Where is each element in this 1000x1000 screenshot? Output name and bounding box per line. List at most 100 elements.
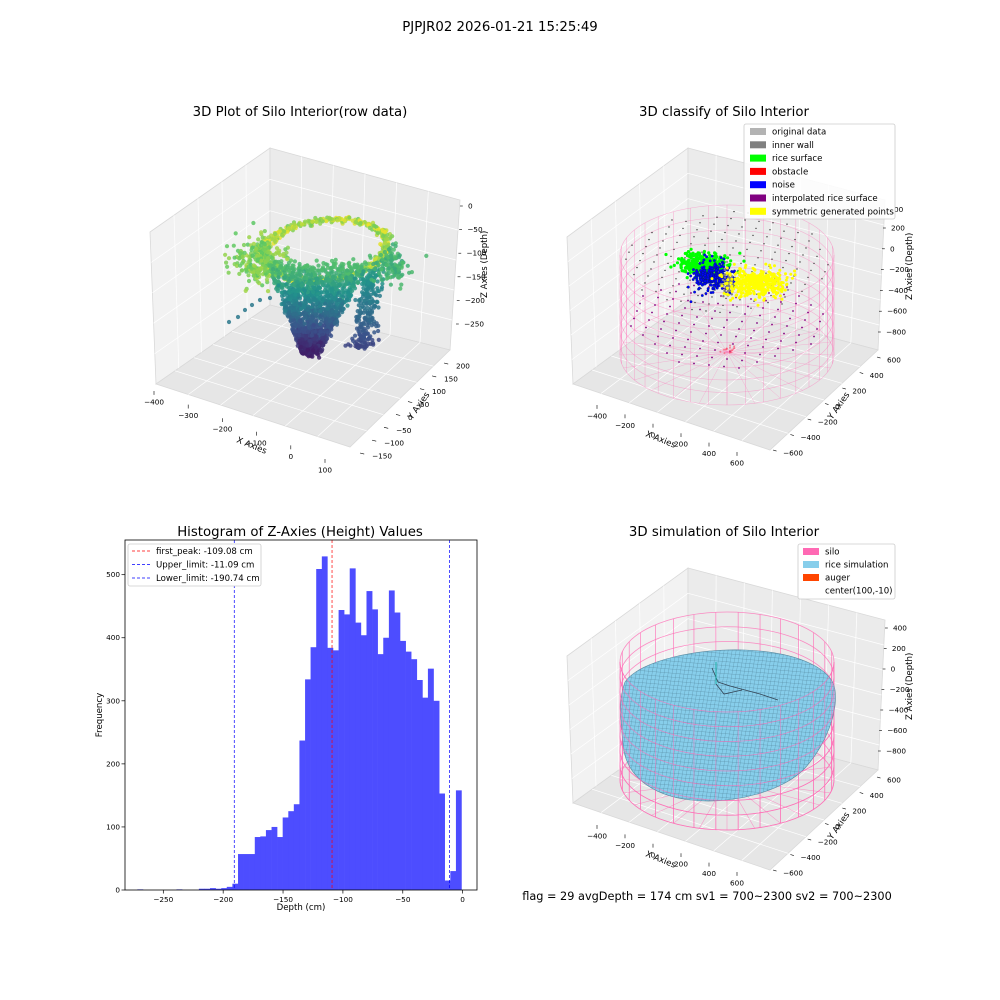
obstacle-point	[729, 344, 731, 347]
interpolated-point	[711, 356, 713, 359]
noise-point	[692, 268, 695, 272]
original-point	[631, 244, 633, 246]
scatter-point	[335, 267, 340, 272]
p1-z-tick-label: −100	[466, 249, 486, 258]
scatter-point	[224, 244, 230, 249]
scatter-point	[273, 251, 278, 256]
scatter-point	[355, 280, 360, 285]
scatter-point	[309, 280, 314, 285]
scatter-point	[257, 297, 263, 303]
original-point	[794, 238, 796, 241]
original-point	[769, 229, 771, 231]
interpolated-point	[759, 314, 761, 317]
scatter-point	[255, 257, 260, 262]
p3-ylabel: Frequency	[95, 693, 105, 737]
p2-grid	[567, 155, 884, 441]
histogram-bar	[355, 622, 362, 890]
x-tick-label: −250	[153, 895, 173, 904]
scatter-point	[345, 297, 350, 302]
scatter-point	[398, 286, 403, 291]
symmetric-point	[738, 287, 742, 290]
scatter-point	[372, 257, 377, 262]
scatter-point	[334, 309, 339, 314]
interpolated-point	[798, 334, 800, 336]
histogram-bar	[321, 556, 328, 890]
original-point	[816, 255, 818, 258]
scatter-point	[323, 301, 328, 306]
grid-line	[285, 334, 391, 427]
scatter-point	[305, 267, 310, 272]
symmetric-point	[719, 273, 723, 277]
original-point	[790, 282, 792, 284]
histogram-bar	[299, 740, 306, 890]
original-point	[697, 294, 699, 297]
noise-point	[708, 259, 712, 263]
rice-surface-point	[694, 252, 698, 257]
silo-spoke	[726, 319, 803, 353]
symmetric-point	[789, 272, 793, 276]
noise-point	[706, 273, 710, 277]
scatter-point	[302, 321, 307, 326]
symmetric-point	[781, 285, 784, 289]
scatter-point	[302, 276, 307, 281]
scatter-point	[351, 257, 356, 262]
histogram-bar	[332, 650, 339, 890]
scatter-point	[280, 293, 285, 298]
scatter-point	[340, 274, 345, 279]
grid-line	[611, 355, 807, 418]
original-point	[705, 310, 707, 312]
silo-spoke	[726, 311, 781, 353]
legend-swatch	[750, 167, 766, 175]
symmetric-point	[767, 282, 771, 286]
original-point	[651, 231, 653, 234]
scatter-point	[352, 265, 357, 270]
scatter-point	[388, 275, 393, 280]
scatter-point	[329, 333, 334, 338]
interpolated-point	[726, 358, 728, 360]
grid-line	[600, 306, 716, 394]
symmetric-point	[726, 278, 730, 282]
original-point	[682, 227, 684, 230]
rice-surface-point	[675, 261, 680, 265]
rice-surface-point	[726, 256, 730, 260]
symmetric-point	[778, 268, 782, 272]
legend-swatch	[803, 574, 819, 581]
interpolated-point	[714, 349, 716, 351]
scatter-point	[380, 234, 385, 239]
scatter-point	[290, 270, 296, 275]
original-point	[827, 264, 829, 266]
scatter-point	[399, 282, 404, 287]
p2-y-tick-mark	[807, 418, 812, 421]
original-point	[729, 254, 731, 256]
scatter-point	[299, 222, 304, 227]
symmetric-point	[728, 272, 732, 276]
interpolated-point	[738, 367, 740, 369]
interpolated-point	[786, 286, 788, 288]
scatter-point	[393, 244, 398, 249]
original-point	[760, 250, 762, 252]
scatter-point	[242, 250, 247, 255]
scatter-point	[283, 274, 288, 279]
legend-swatch	[803, 548, 819, 555]
scatter-point	[316, 263, 321, 268]
original-point	[669, 292, 671, 294]
p4-y-tick-label: 200	[852, 807, 866, 816]
grid-line	[685, 328, 797, 422]
interpolated-point	[681, 353, 683, 356]
scatter-point	[311, 289, 316, 295]
scatter-point	[276, 283, 281, 288]
p1-y-tick-mark	[395, 414, 401, 416]
original-point	[684, 257, 686, 259]
histogram-bar	[377, 654, 384, 890]
histogram-bar	[366, 591, 373, 890]
figure-suptitle: PJPJR02 2026-01-21 15:25:49	[402, 20, 598, 35]
scatter-point	[329, 266, 334, 271]
interpolated-point	[696, 316, 698, 318]
histogram-bar	[344, 614, 351, 890]
scatter-point	[297, 301, 303, 306]
grid-line	[687, 198, 883, 251]
scatter-point	[369, 284, 374, 289]
scatter-point	[223, 252, 228, 257]
interpolated-point	[654, 304, 656, 306]
scatter-point	[335, 218, 340, 223]
